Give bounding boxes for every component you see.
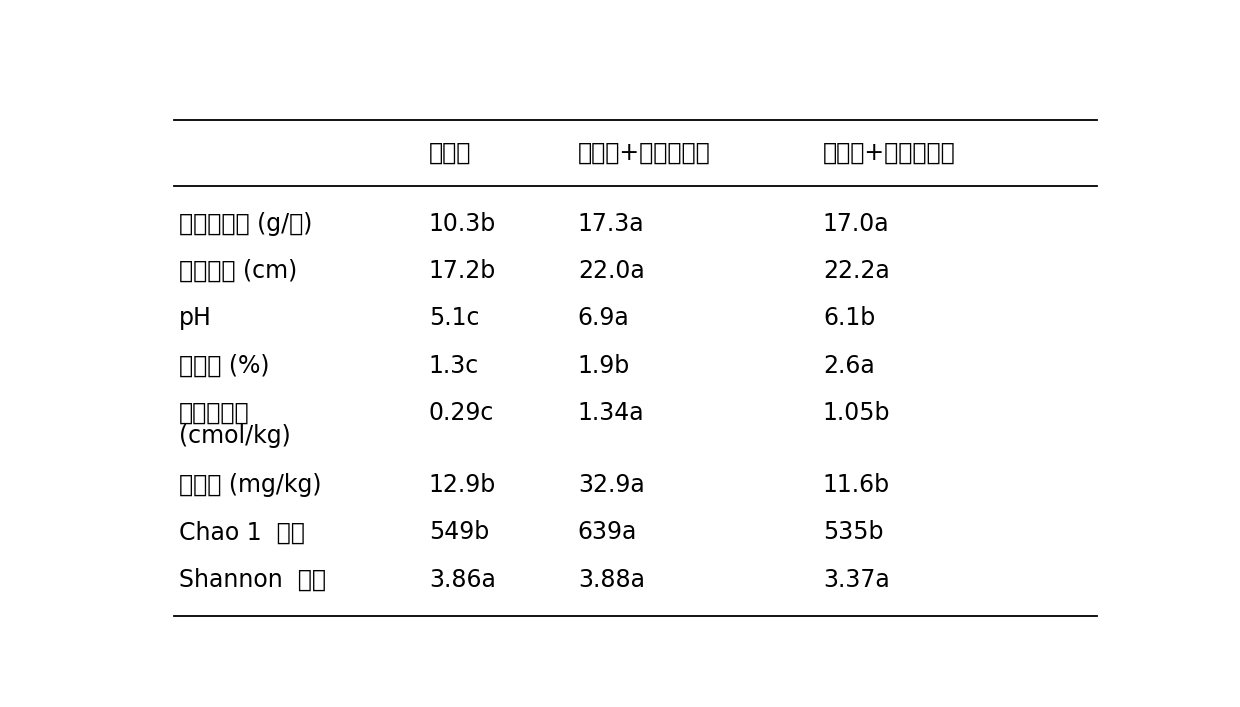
Text: 3.88a: 3.88a xyxy=(578,568,645,592)
Text: 3.86a: 3.86a xyxy=(429,568,496,592)
Text: 17.3a: 17.3a xyxy=(578,211,645,235)
Text: 2.6a: 2.6a xyxy=(823,354,874,378)
Text: Chao 1  指数: Chao 1 指数 xyxy=(179,520,305,544)
Text: 有机碳 (%): 有机碳 (%) xyxy=(179,354,269,378)
Text: 6.1b: 6.1b xyxy=(823,306,875,330)
Text: 根际土: 根际土 xyxy=(429,141,471,165)
Text: 535b: 535b xyxy=(823,520,883,544)
Text: 17.0a: 17.0a xyxy=(823,211,889,235)
Text: 11.6b: 11.6b xyxy=(823,473,890,497)
Text: 1.9b: 1.9b xyxy=(578,354,630,378)
Text: 水稺根长 (cm): 水稺根长 (cm) xyxy=(179,259,298,283)
Text: 5.1c: 5.1c xyxy=(429,306,480,330)
Text: 1.34a: 1.34a xyxy=(578,401,645,425)
Text: 根际土+猪粪生物炭: 根际土+猪粪生物炭 xyxy=(578,141,711,165)
Text: 32.9a: 32.9a xyxy=(578,473,645,497)
Text: 12.9b: 12.9b xyxy=(429,473,496,497)
Text: 639a: 639a xyxy=(578,520,637,544)
Text: 水稺生物量 (g/株): 水稺生物量 (g/株) xyxy=(179,211,312,235)
Text: 22.2a: 22.2a xyxy=(823,259,889,283)
Text: 6.9a: 6.9a xyxy=(578,306,630,330)
Text: 549b: 549b xyxy=(429,520,489,544)
Text: 22.0a: 22.0a xyxy=(578,259,645,283)
Text: 总盐基离子: 总盐基离子 xyxy=(179,401,249,425)
Text: 17.2b: 17.2b xyxy=(429,259,496,283)
Text: 根际土+秸秆生物炭: 根际土+秸秆生物炭 xyxy=(823,141,956,165)
Text: 3.37a: 3.37a xyxy=(823,568,889,592)
Text: 10.3b: 10.3b xyxy=(429,211,496,235)
Text: pH: pH xyxy=(179,306,212,330)
Text: 1.3c: 1.3c xyxy=(429,354,479,378)
Text: 1.05b: 1.05b xyxy=(823,401,890,425)
Text: Shannon  指数: Shannon 指数 xyxy=(179,568,326,592)
Text: (cmol/kg): (cmol/kg) xyxy=(179,423,290,448)
Text: 有效磷 (mg/kg): 有效磷 (mg/kg) xyxy=(179,473,321,497)
Text: 0.29c: 0.29c xyxy=(429,401,495,425)
